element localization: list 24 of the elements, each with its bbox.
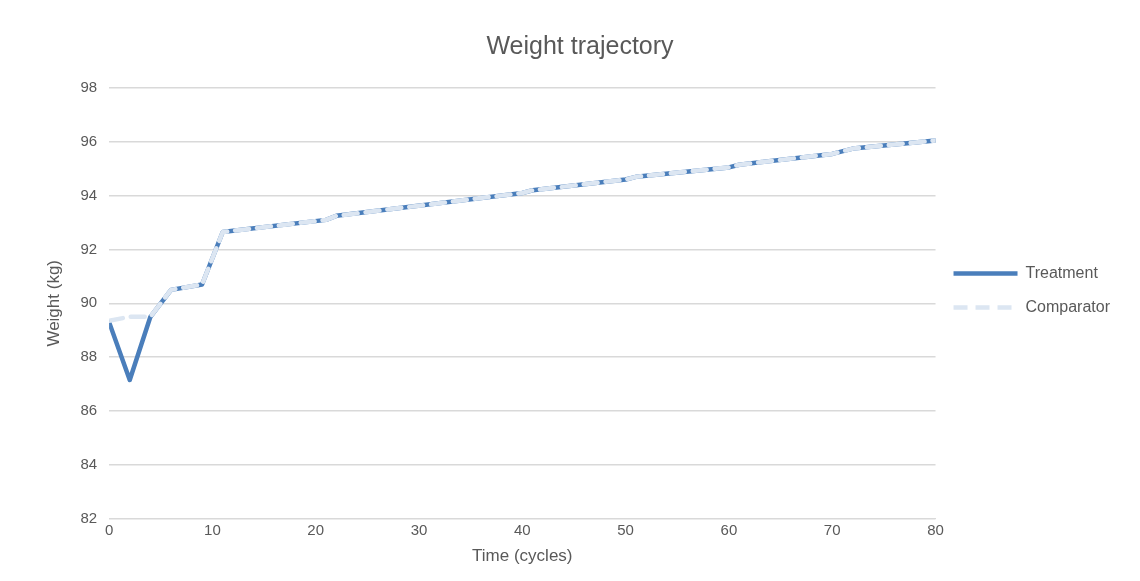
legend-label: Comparator bbox=[1025, 297, 1111, 315]
y-tick-label: 96 bbox=[80, 131, 98, 149]
x-tick-label: 70 bbox=[823, 520, 841, 538]
x-tick-label: 20 bbox=[307, 520, 325, 538]
x-tick-label: 30 bbox=[410, 520, 428, 538]
y-tick-label: 94 bbox=[80, 185, 98, 203]
x-tick-label: 80 bbox=[927, 520, 944, 538]
chart-title: Weight trajectory bbox=[486, 30, 675, 59]
y-tick-label: 88 bbox=[80, 347, 98, 365]
y-tick-label: 82 bbox=[80, 508, 98, 526]
y-tick-label: 86 bbox=[80, 401, 98, 419]
y-axis-title: Weight (kg) bbox=[43, 260, 63, 347]
x-tick-label: 40 bbox=[513, 520, 531, 538]
x-tick-label: 10 bbox=[204, 520, 221, 538]
y-tick-label: 98 bbox=[80, 78, 98, 96]
legend-label: Treatment bbox=[1025, 263, 1099, 281]
x-tick-label: 60 bbox=[720, 520, 738, 538]
x-tick-label: 50 bbox=[617, 520, 634, 538]
y-tick-label: 90 bbox=[80, 293, 98, 311]
y-tick-label: 84 bbox=[80, 454, 98, 472]
x-tick-label: 0 bbox=[104, 520, 114, 538]
y-tick-label: 92 bbox=[80, 239, 98, 257]
x-axis-title: Time (cycles) bbox=[472, 546, 573, 566]
line-series bbox=[109, 138, 936, 324]
